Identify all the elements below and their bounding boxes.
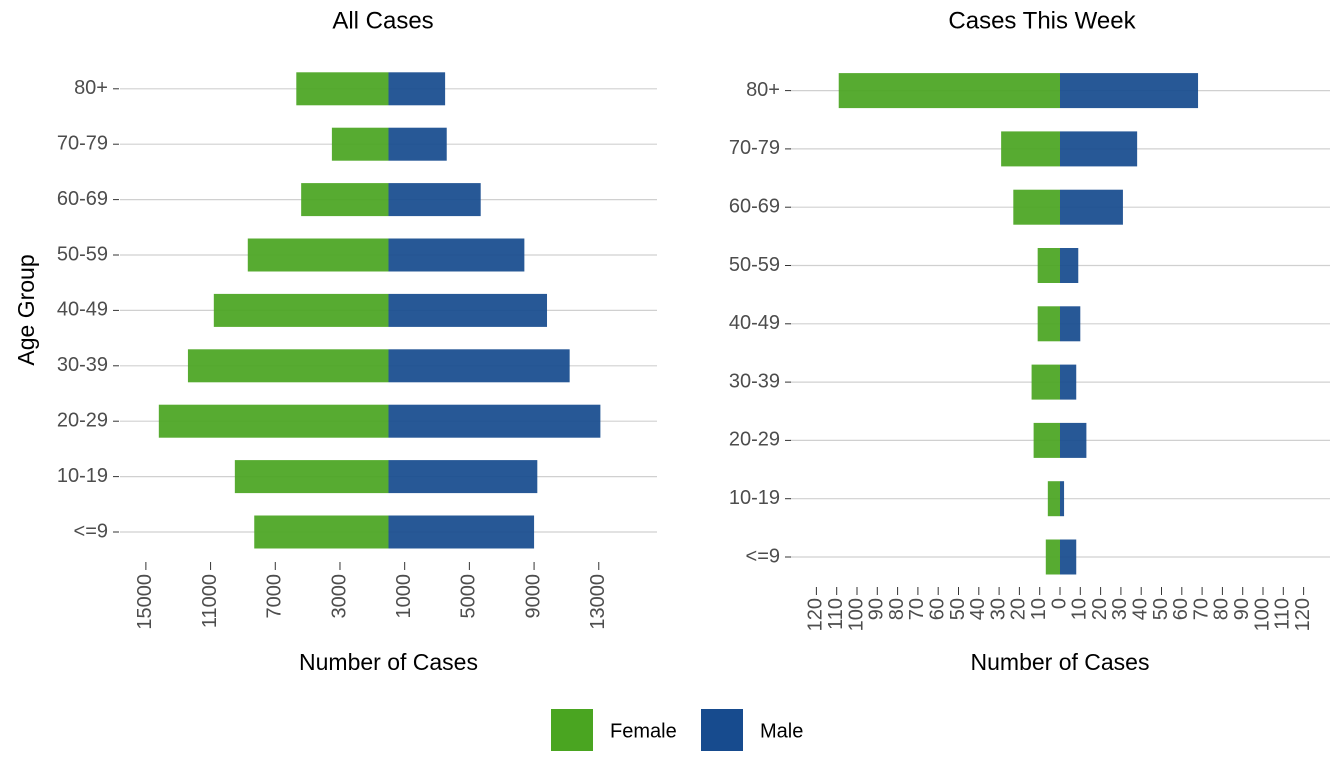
y-tick-label: 50-59 xyxy=(729,254,780,276)
y-tick-label: 40-49 xyxy=(57,299,108,321)
bar xyxy=(388,238,525,272)
x-tick-label: 40 xyxy=(967,598,989,620)
x-tick-label: 60 xyxy=(1170,598,1192,620)
y-tick-label: 40-49 xyxy=(729,312,780,334)
bar xyxy=(388,293,548,327)
x-axis-title: Number of Cases xyxy=(971,649,1150,675)
x-tick-label: 15000 xyxy=(134,574,156,630)
bar xyxy=(301,183,389,217)
bar xyxy=(1033,422,1060,458)
legend-swatch xyxy=(701,709,743,751)
bar xyxy=(1037,306,1060,342)
x-tick-label: 3000 xyxy=(328,574,350,619)
bar xyxy=(1060,131,1138,167)
x-tick-label: 120 xyxy=(805,598,827,631)
x-tick-label: 70 xyxy=(1190,598,1212,620)
bar xyxy=(296,72,389,106)
x-tick-label: 40 xyxy=(1129,598,1151,620)
bar xyxy=(1060,364,1077,400)
y-tick-label: 80+ xyxy=(746,79,780,101)
bar xyxy=(1001,131,1060,167)
x-tick-label: 110 xyxy=(1272,598,1294,630)
y-tick-label: 60-69 xyxy=(729,195,780,217)
x-tick-label: 80 xyxy=(886,598,908,620)
bar xyxy=(1045,539,1060,575)
x-tick-label: 60 xyxy=(926,598,948,620)
x-tick-label: 50 xyxy=(947,598,969,620)
bar xyxy=(1060,539,1077,575)
y-tick-label: 20-29 xyxy=(57,409,108,431)
y-tick-label: 20-29 xyxy=(729,429,780,451)
bar xyxy=(388,515,535,549)
x-tick-label: 100 xyxy=(1251,598,1273,631)
x-tick-label: 13000 xyxy=(587,574,609,630)
bar xyxy=(234,460,389,494)
x-tick-label: 10 xyxy=(1028,598,1050,620)
bar xyxy=(1013,189,1060,225)
x-tick-label: 30 xyxy=(1109,598,1131,620)
x-tick-label: 20 xyxy=(1008,598,1030,620)
x-tick-label: 0 xyxy=(1048,598,1070,609)
x-tick-label: 7000 xyxy=(264,574,286,619)
bar xyxy=(388,183,481,217)
bar xyxy=(388,404,601,438)
y-tick-label: 30-39 xyxy=(729,370,780,392)
x-tick-label: 110 xyxy=(825,598,847,630)
x-tick-label: 120 xyxy=(1292,598,1314,631)
chart-title: All Cases xyxy=(332,7,433,34)
y-axis-title: Age Group xyxy=(13,254,39,365)
x-tick-label: 100 xyxy=(845,598,867,631)
x-axis-title: Number of Cases xyxy=(299,649,478,675)
bar xyxy=(1037,248,1060,283)
x-tick-label: 10 xyxy=(1069,598,1091,620)
x-tick-label: 20 xyxy=(1089,598,1111,620)
y-tick-label: 50-59 xyxy=(57,243,108,265)
bar xyxy=(254,515,389,549)
y-tick-label: 10-19 xyxy=(57,465,108,487)
x-tick-label: 5000 xyxy=(458,574,480,619)
x-tick-label: 50 xyxy=(1150,598,1172,620)
chart-title: Cases This Week xyxy=(948,7,1136,34)
bar xyxy=(1060,422,1087,458)
x-tick-label: 30 xyxy=(987,598,1009,620)
y-tick-label: 70-79 xyxy=(729,137,780,159)
y-tick-label: 80+ xyxy=(74,77,108,99)
x-tick-label: 80 xyxy=(1211,598,1233,620)
y-tick-label: 60-69 xyxy=(57,188,108,210)
bar xyxy=(1060,306,1081,342)
x-tick-label: 11000 xyxy=(199,574,221,628)
bar xyxy=(838,73,1060,109)
bar xyxy=(388,349,570,383)
bar xyxy=(388,127,447,161)
x-tick-label: 70 xyxy=(906,598,928,620)
bar xyxy=(1060,481,1065,517)
bar xyxy=(388,72,446,106)
bar xyxy=(187,349,389,383)
legend-label: Male xyxy=(760,720,803,742)
bar xyxy=(1060,189,1123,225)
x-tick-label: 1000 xyxy=(393,574,415,619)
bar xyxy=(1031,364,1060,400)
bar xyxy=(1047,481,1060,517)
bar xyxy=(1060,73,1199,109)
x-tick-label: 90 xyxy=(1231,598,1253,620)
y-tick-label: <=9 xyxy=(746,545,780,567)
bar xyxy=(388,460,538,494)
bar xyxy=(331,127,389,161)
bar xyxy=(213,293,389,327)
y-tick-label: 70-79 xyxy=(57,132,108,154)
bar xyxy=(158,404,389,438)
legend-label: Female xyxy=(610,720,677,742)
y-tick-label: 10-19 xyxy=(729,487,780,509)
bar xyxy=(1060,248,1079,283)
bar xyxy=(247,238,389,272)
legend-swatch xyxy=(551,709,593,751)
y-tick-label: <=9 xyxy=(74,520,108,542)
x-tick-label: 9000 xyxy=(522,574,544,619)
y-tick-label: 30-39 xyxy=(57,354,108,376)
x-tick-label: 90 xyxy=(866,598,888,620)
